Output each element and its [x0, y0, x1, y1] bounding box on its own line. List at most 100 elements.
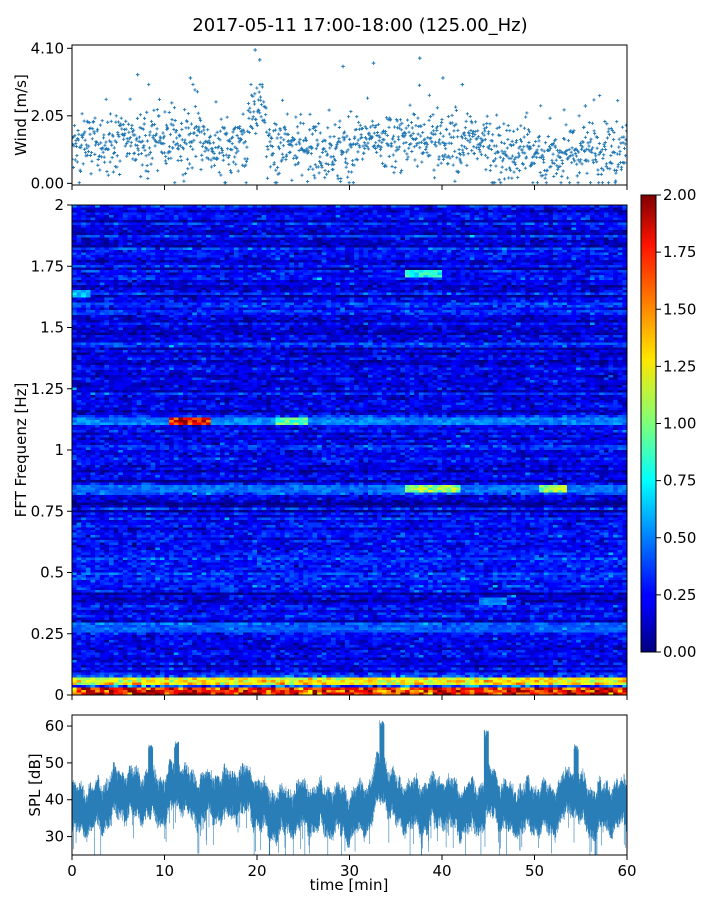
spectrogram-cell [354, 212, 360, 216]
spectrogram-cell [432, 230, 438, 233]
wind-point [338, 140, 342, 144]
spectrogram-cell [257, 215, 263, 218]
spectrogram-cell [146, 205, 152, 208]
wind-point [322, 146, 326, 151]
wind-point [154, 140, 158, 144]
wind-point [440, 117, 444, 122]
spectrogram-cell [497, 227, 503, 231]
wind-point [310, 145, 314, 150]
wind-point [295, 155, 299, 159]
wind-point [84, 143, 89, 147]
wind-point [333, 123, 337, 127]
wind-point [320, 150, 325, 155]
wind-point [499, 181, 503, 185]
wind-point [548, 146, 553, 150]
wind-point [183, 108, 187, 112]
spectrogram-cell [317, 217, 323, 221]
spectrogram-cell [511, 222, 517, 226]
spectrogram-cell [183, 205, 189, 208]
spectrogram-cell [243, 210, 249, 213]
spectrogram-cell [557, 227, 563, 231]
spectrogram-cell [349, 215, 355, 218]
spectrogram-cell [99, 230, 105, 233]
spectrogram-cell [303, 225, 309, 228]
spectrogram-cell [81, 227, 87, 231]
spectrogram-cell [136, 230, 142, 233]
spectrogram-cell [497, 215, 503, 218]
wind-point [210, 147, 215, 151]
spectrogram-cell [617, 227, 623, 231]
spectrogram-cell [109, 207, 115, 211]
wind-point [590, 121, 594, 125]
spectrogram-cell [284, 227, 290, 231]
spectrogram-cell [576, 210, 582, 213]
wind-point [623, 161, 627, 165]
spectrogram-cell [118, 232, 124, 236]
wind-point [576, 181, 580, 185]
spectrogram-cell [511, 212, 517, 216]
wind-point [443, 143, 447, 148]
wind-point [505, 146, 509, 150]
wind-point [350, 170, 354, 174]
wind-point [189, 122, 193, 126]
spectrogram-cell [132, 215, 138, 218]
spectrogram-cell [483, 230, 489, 233]
spectrogram-cell [437, 230, 443, 233]
spectrogram-cell [465, 215, 471, 218]
spectrogram-cell [312, 210, 318, 213]
spectrogram-cell [354, 220, 360, 223]
spectrogram-cell [298, 212, 304, 216]
spectrogram-cell [270, 215, 277, 218]
spectrogram-cell [460, 227, 466, 231]
wind-point [132, 151, 136, 155]
wind-point [476, 129, 480, 133]
spectrogram-cell [344, 222, 351, 226]
wind-point [338, 119, 342, 123]
wind-point [600, 166, 604, 170]
wind-point [522, 145, 526, 149]
wind-point [558, 148, 562, 152]
wind-point [241, 112, 245, 116]
spectrogram-cell [571, 225, 577, 228]
wind-point [368, 134, 372, 138]
wind-point [204, 147, 208, 151]
spectrogram-cell [187, 227, 193, 231]
spectrogram-cell [238, 217, 244, 221]
spectrogram-cell [321, 230, 327, 233]
spectrogram-cell [349, 217, 355, 221]
wind-point [218, 129, 222, 133]
wind-point [235, 146, 239, 151]
wind-point [202, 125, 206, 129]
spectrogram-cell [303, 222, 309, 226]
spectrogram-cell [543, 222, 549, 226]
wind-point [226, 155, 230, 160]
spectrogram-cell [122, 212, 129, 216]
spectrogram-cell [303, 215, 309, 218]
spectrogram-cell [196, 207, 203, 211]
spectrogram-cell [469, 210, 475, 213]
wind-point [316, 165, 320, 169]
spectrogram-cell [183, 225, 189, 228]
spectrogram-cell [122, 215, 129, 218]
wind-point [470, 132, 475, 136]
wind-point [441, 157, 446, 162]
spectrogram-cell [95, 222, 101, 226]
wind-point [560, 158, 564, 163]
spectrogram-cell [289, 227, 295, 231]
wind-point [76, 138, 81, 142]
spectrogram-cell [520, 230, 526, 233]
wind-point [474, 120, 478, 124]
spectrogram-cell [317, 227, 323, 231]
wind-point [384, 164, 388, 168]
spectrogram-cell [118, 212, 124, 216]
spectrogram-cell [155, 205, 161, 208]
wind-point [122, 137, 126, 141]
spectrogram-cell [534, 230, 540, 233]
wind-point [236, 169, 240, 173]
wind-point [481, 144, 485, 149]
spectrogram-cell [173, 217, 179, 221]
spectrogram-cell [451, 210, 457, 213]
spectrogram-cell [446, 205, 452, 208]
wind-point [144, 154, 148, 158]
wind-point [592, 129, 596, 133]
